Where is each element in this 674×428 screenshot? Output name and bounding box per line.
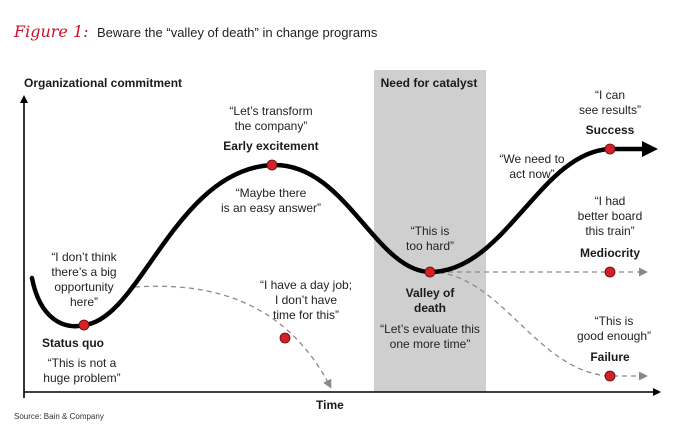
- quote-transform: “Let’s transform the company”: [229, 104, 313, 133]
- marker-valley: [424, 266, 436, 278]
- quote-dont-think: “I don’t think there’s a big opportunity…: [51, 250, 117, 309]
- figure-label: Figure 1:: [14, 22, 89, 41]
- marker-day-job: [279, 332, 291, 344]
- quote-see-results: “I can see results”: [578, 88, 642, 117]
- catalyst-label: Need for catalyst: [380, 76, 478, 90]
- quote-good-enough: “This is good enough”: [576, 314, 652, 343]
- marker-failure: [604, 370, 616, 382]
- stage-status-quo: Status quo: [42, 336, 104, 350]
- stage-success: Success: [585, 123, 635, 137]
- source-note: Source: Bain & Company: [14, 412, 104, 421]
- dashed-path-failure: [429, 271, 648, 381]
- marker-mediocrity: [604, 266, 616, 278]
- stage-valley-of-death: Valley of death: [405, 286, 455, 315]
- success-arrowhead: [642, 141, 658, 157]
- quote-too-hard: “This is too hard”: [405, 224, 455, 253]
- quote-easy-answer: “Maybe there is an easy answer”: [220, 186, 322, 215]
- stage-mediocrity: Mediocrity: [579, 246, 640, 260]
- marker-success: [604, 143, 616, 155]
- stage-early-excitement: Early excitement: [223, 139, 319, 153]
- stage-failure: Failure: [590, 350, 630, 364]
- quote-not-huge: “This is not a huge problem”: [43, 356, 121, 385]
- quote-board-train: “I had better board this train”: [577, 194, 643, 238]
- quote-day-job: “I have a day job; I don’t have time for…: [259, 278, 353, 322]
- catalyst-band: [374, 70, 486, 392]
- marker-status-quo: [78, 319, 90, 331]
- quote-need-to-act: “We need to act now”: [499, 152, 565, 181]
- marker-early-excitement: [266, 159, 278, 171]
- y-axis-label: Organizational commitment: [24, 76, 183, 90]
- figure-title: Beware the “valley of death” in change p…: [97, 25, 378, 40]
- dashed-path-day-job: [134, 285, 332, 389]
- quote-evaluate: “Let’s evaluate this one more time”: [380, 322, 480, 351]
- x-axis-label: Time: [316, 398, 344, 412]
